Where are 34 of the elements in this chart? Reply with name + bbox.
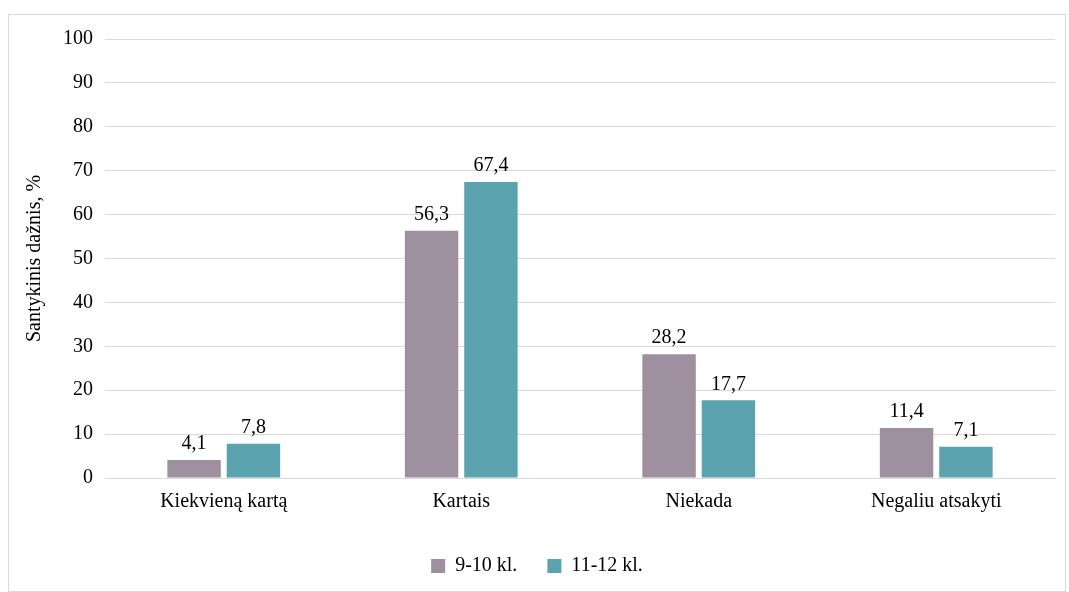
x-tick-label: Kartais xyxy=(432,489,491,512)
x-tick-label: Negaliu atsakyti xyxy=(870,489,1002,513)
data-label: 28,2 xyxy=(651,325,687,348)
data-label: 56,3 xyxy=(414,202,450,225)
y-tick-label: 60 xyxy=(73,201,93,224)
y-tick-label: 70 xyxy=(73,157,93,180)
y-tick-label: 20 xyxy=(73,377,93,400)
bar xyxy=(642,354,696,478)
x-tick-label: Niekada xyxy=(665,489,733,512)
y-tick-label: 10 xyxy=(73,421,93,444)
y-tick-label: 90 xyxy=(73,70,93,93)
legend-label: 9-10 kl. xyxy=(455,553,518,576)
bar xyxy=(464,182,518,478)
legend-label: 11-12 kl. xyxy=(571,553,643,576)
bar xyxy=(879,427,934,478)
y-tick-label: 50 xyxy=(73,245,93,268)
data-label: 17,7 xyxy=(710,371,746,394)
bar xyxy=(404,230,459,478)
bar xyxy=(701,400,756,478)
bar xyxy=(167,460,221,478)
bar xyxy=(226,443,281,478)
x-tick-label: Kiekvieną kartą xyxy=(160,489,289,513)
data-label: 4,1 xyxy=(181,431,207,454)
data-label: 7,8 xyxy=(240,415,266,438)
y-axis-title: Santykinis dažnis, % xyxy=(22,174,46,343)
y-tick-label: 30 xyxy=(73,333,93,356)
y-tick-label: 100 xyxy=(63,26,93,49)
data-label: 7,1 xyxy=(953,418,979,441)
data-label: 67,4 xyxy=(473,153,509,176)
y-tick-label: 80 xyxy=(73,114,93,137)
y-tick-label: 40 xyxy=(73,289,93,312)
bar xyxy=(939,446,993,478)
y-tick-label: 0 xyxy=(83,465,93,488)
data-label: 11,4 xyxy=(889,399,924,422)
